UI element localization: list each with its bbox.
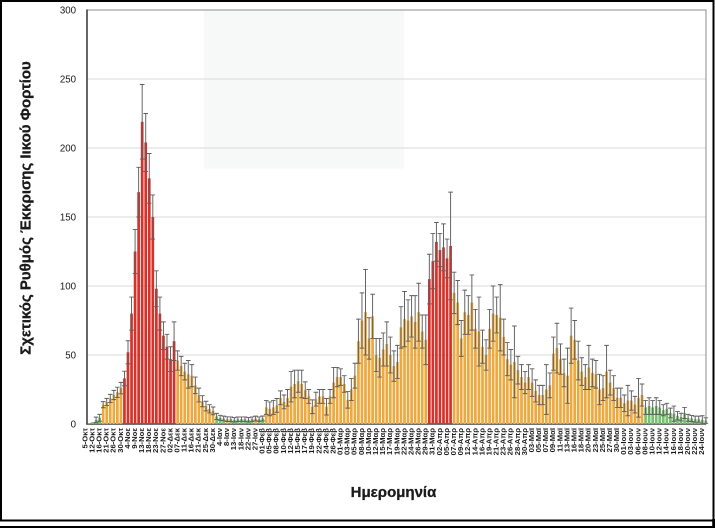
svg-text:13-Μαϊ: 13-Μαϊ <box>562 427 571 452</box>
svg-text:9-Νοε: 9-Νοε <box>130 428 139 449</box>
svg-text:07-Δεκ: 07-Δεκ <box>172 427 181 452</box>
svg-text:30-Οκτ: 30-Οκτ <box>116 427 125 452</box>
svg-text:16-Μαϊ: 16-Μαϊ <box>570 427 579 452</box>
svg-text:26-Οκτ: 26-Οκτ <box>109 427 118 452</box>
svg-text:21-Οκτ: 21-Οκτ <box>102 427 111 452</box>
svg-text:17-Μαρ: 17-Μαρ <box>385 428 394 455</box>
svg-text:4-Ιαν: 4-Ιαν <box>215 428 224 446</box>
svg-text:31-Μαρ: 31-Μαρ <box>428 428 437 455</box>
svg-text:22-Ιουν: 22-Ιουν <box>690 428 699 455</box>
svg-text:26-Απρ: 26-Απρ <box>506 428 515 456</box>
svg-text:19-Μαρ: 19-Μαρ <box>392 428 401 455</box>
svg-text:08-Μαρ: 08-Μαρ <box>357 428 366 455</box>
svg-text:10-Ιουν: 10-Ιουν <box>648 428 657 455</box>
svg-text:01-Φεβ: 01-Φεβ <box>258 428 267 454</box>
svg-text:10-Φεβ: 10-Φεβ <box>279 428 288 454</box>
svg-text:06-Ιουν: 06-Ιουν <box>633 428 642 455</box>
svg-text:27-Νοε: 27-Νοε <box>158 428 167 453</box>
svg-text:17-Φεβ: 17-Φεβ <box>300 428 309 454</box>
svg-text:Ημερομηνία: Ημερομηνία <box>351 484 437 501</box>
svg-text:25-Μαϊ: 25-Μαϊ <box>598 427 607 452</box>
svg-text:23-Απρ: 23-Απρ <box>499 428 508 456</box>
svg-text:12-Οκτ: 12-Οκτ <box>87 427 96 452</box>
svg-text:03-Μαρ: 03-Μαρ <box>343 428 352 455</box>
svg-text:250: 250 <box>60 75 77 86</box>
svg-text:01-Ιουν: 01-Ιουν <box>619 428 628 455</box>
svg-text:08-Φεβ: 08-Φεβ <box>272 428 281 454</box>
svg-text:29-Μαρ: 29-Μαρ <box>421 428 430 455</box>
svg-text:18-Νοε: 18-Νοε <box>144 428 153 453</box>
svg-text:08-Ιουν: 08-Ιουν <box>640 428 649 455</box>
svg-text:23-Νοε: 23-Νοε <box>151 428 160 453</box>
svg-text:16-Ιουν: 16-Ιουν <box>669 428 678 455</box>
svg-text:13-Νοε: 13-Νοε <box>137 428 146 453</box>
svg-text:21-Απρ: 21-Απρ <box>492 428 501 456</box>
svg-text:27-Ιαν: 27-Ιαν <box>250 428 259 450</box>
svg-text:19-Απρ: 19-Απρ <box>484 428 493 456</box>
svg-text:05-Μαρ: 05-Μαρ <box>350 428 359 455</box>
svg-text:15-Μαρ: 15-Μαρ <box>378 428 387 455</box>
svg-text:100: 100 <box>60 282 77 293</box>
svg-text:24-Μαρ: 24-Μαρ <box>406 428 415 455</box>
svg-text:27-Μαϊ: 27-Μαϊ <box>605 427 614 452</box>
svg-text:05-Φεβ: 05-Φεβ <box>265 428 274 454</box>
svg-text:03-Ιουν: 03-Ιουν <box>626 428 635 455</box>
svg-text:22-Ιαν: 22-Ιαν <box>243 428 252 450</box>
svg-text:30-Δεκ: 30-Δεκ <box>208 427 217 452</box>
svg-text:02-Απρ: 02-Απρ <box>435 428 444 456</box>
svg-text:25-Δεκ: 25-Δεκ <box>201 427 210 452</box>
svg-text:30-Απρ: 30-Απρ <box>520 428 529 456</box>
svg-text:8-Ιαν: 8-Ιαν <box>222 428 231 446</box>
svg-text:16-Οκτ: 16-Οκτ <box>94 427 103 452</box>
svg-text:19-Φεβ: 19-Φεβ <box>307 428 316 454</box>
svg-text:15-Φεβ: 15-Φεβ <box>293 428 302 454</box>
svg-text:4-Νοε: 4-Νοε <box>123 428 132 449</box>
svg-text:0: 0 <box>71 420 77 431</box>
svg-text:150: 150 <box>60 213 77 224</box>
svg-text:16-Δεκ: 16-Δεκ <box>187 427 196 452</box>
svg-text:05-Απρ: 05-Απρ <box>442 428 451 456</box>
svg-text:24-Ιουν: 24-Ιουν <box>697 428 706 455</box>
svg-text:07-Απρ: 07-Απρ <box>449 428 458 456</box>
svg-text:23-Μαϊ: 23-Μαϊ <box>591 427 600 452</box>
svg-text:12-Απρ: 12-Απρ <box>463 428 472 456</box>
svg-text:24-Φεβ: 24-Φεβ <box>321 428 330 454</box>
svg-text:50: 50 <box>65 351 76 362</box>
svg-text:05-Μαϊ: 05-Μαϊ <box>534 427 543 452</box>
svg-text:09-Μαϊ: 09-Μαϊ <box>548 427 557 452</box>
svg-text:18-Ιαν: 18-Ιαν <box>236 428 245 450</box>
svg-text:11-Δεκ: 11-Δεκ <box>180 427 189 452</box>
svg-text:5-Οκτ: 5-Οκτ <box>80 427 89 448</box>
svg-text:22-Μαρ: 22-Μαρ <box>399 428 408 455</box>
svg-text:16-Απρ: 16-Απρ <box>477 428 486 456</box>
svg-text:26-Φεβ: 26-Φεβ <box>328 428 337 454</box>
svg-text:02-Δεκ: 02-Δεκ <box>165 427 174 452</box>
svg-text:07-Μαϊ: 07-Μαϊ <box>541 427 550 452</box>
svg-text:03-Μαϊ: 03-Μαϊ <box>527 427 536 452</box>
svg-text:09-Απρ: 09-Απρ <box>456 428 465 456</box>
svg-text:10-Μαρ: 10-Μαρ <box>364 428 373 455</box>
svg-text:12-Ιουν: 12-Ιουν <box>655 428 664 455</box>
svg-text:12-Φεβ: 12-Φεβ <box>286 428 295 454</box>
svg-text:200: 200 <box>60 144 77 155</box>
svg-text:Σχετικός Ρυθμός Έκκρισης Ιικού: Σχετικός Ρυθμός Έκκρισης Ιικού Φορτίου <box>18 61 35 355</box>
svg-text:300: 300 <box>60 6 77 17</box>
svg-text:20-Ιουν: 20-Ιουν <box>683 428 692 455</box>
svg-text:13-Ιαν: 13-Ιαν <box>229 428 238 450</box>
svg-text:21-Δεκ: 21-Δεκ <box>194 427 203 452</box>
svg-text:30-Μαϊ: 30-Μαϊ <box>612 427 621 452</box>
svg-text:18-Ιουν: 18-Ιουν <box>676 428 685 455</box>
svg-text:18-Μαϊ: 18-Μαϊ <box>577 427 586 452</box>
svg-text:26-Μαρ: 26-Μαρ <box>414 428 423 455</box>
svg-text:22-Φεβ: 22-Φεβ <box>314 428 323 454</box>
svg-text:12-Μαρ: 12-Μαρ <box>371 428 380 455</box>
svg-text:20-Μαϊ: 20-Μαϊ <box>584 427 593 452</box>
svg-text:14-Απρ: 14-Απρ <box>470 428 479 456</box>
svg-text:14-Ιουν: 14-Ιουν <box>662 428 671 455</box>
svg-text:28-Απρ: 28-Απρ <box>513 428 522 456</box>
svg-text:11-Μαϊ: 11-Μαϊ <box>555 427 564 452</box>
svg-text:01-Μαρ: 01-Μαρ <box>336 428 345 455</box>
